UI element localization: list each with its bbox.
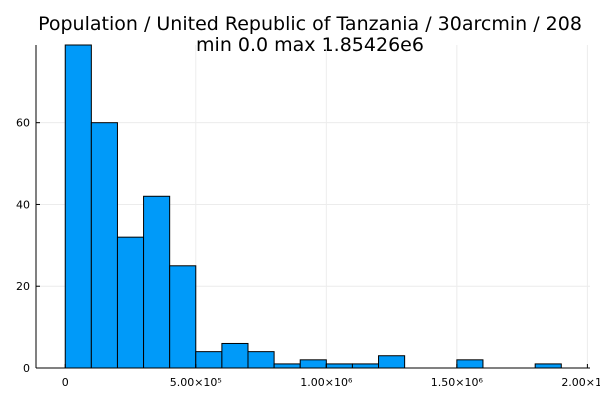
- histogram-bar: [90, 122, 118, 369]
- y-tick-label: 0: [23, 362, 30, 375]
- histogram-bar: [169, 265, 197, 369]
- histogram-bar: [247, 351, 275, 369]
- histogram-bar: [534, 363, 562, 369]
- histogram-bar: [325, 363, 353, 369]
- histogram-bar: [64, 44, 92, 369]
- histogram-bar: [221, 342, 249, 369]
- histogram-bar: [143, 195, 171, 369]
- histogram-bar: [116, 236, 145, 369]
- x-tick-label: 2.00×10⁶: [561, 376, 600, 389]
- bars: [64, 44, 562, 369]
- y-axis-ticks: 0 20 40 60: [16, 117, 40, 375]
- histogram-bar: [456, 359, 484, 369]
- histogram-bar: [195, 351, 223, 369]
- y-tick-label: 20: [16, 280, 30, 293]
- histogram-bar: [351, 363, 380, 369]
- histogram-bar: [273, 363, 301, 369]
- y-tick-label: 60: [16, 117, 30, 130]
- x-tick-label: 1.50×10⁶: [431, 376, 484, 389]
- axes: [35, 45, 590, 369]
- x-tick-label: 5.00×10⁵: [170, 376, 222, 389]
- histogram-bar: [299, 359, 327, 369]
- histogram-bar: [378, 355, 406, 369]
- x-tick-label: 0: [62, 376, 69, 389]
- chart-title-line-2: min 0.0 max 1.85426e6: [196, 34, 424, 56]
- x-axis-ticks: 0 5.00×10⁵ 1.00×10⁶ 1.50×10⁶ 2.00×10⁶: [62, 364, 600, 389]
- chart-title-line-1: Population / United Republic of Tanzania…: [38, 13, 582, 35]
- x-tick-label: 1.00×10⁶: [300, 376, 353, 389]
- y-tick-label: 40: [16, 198, 30, 211]
